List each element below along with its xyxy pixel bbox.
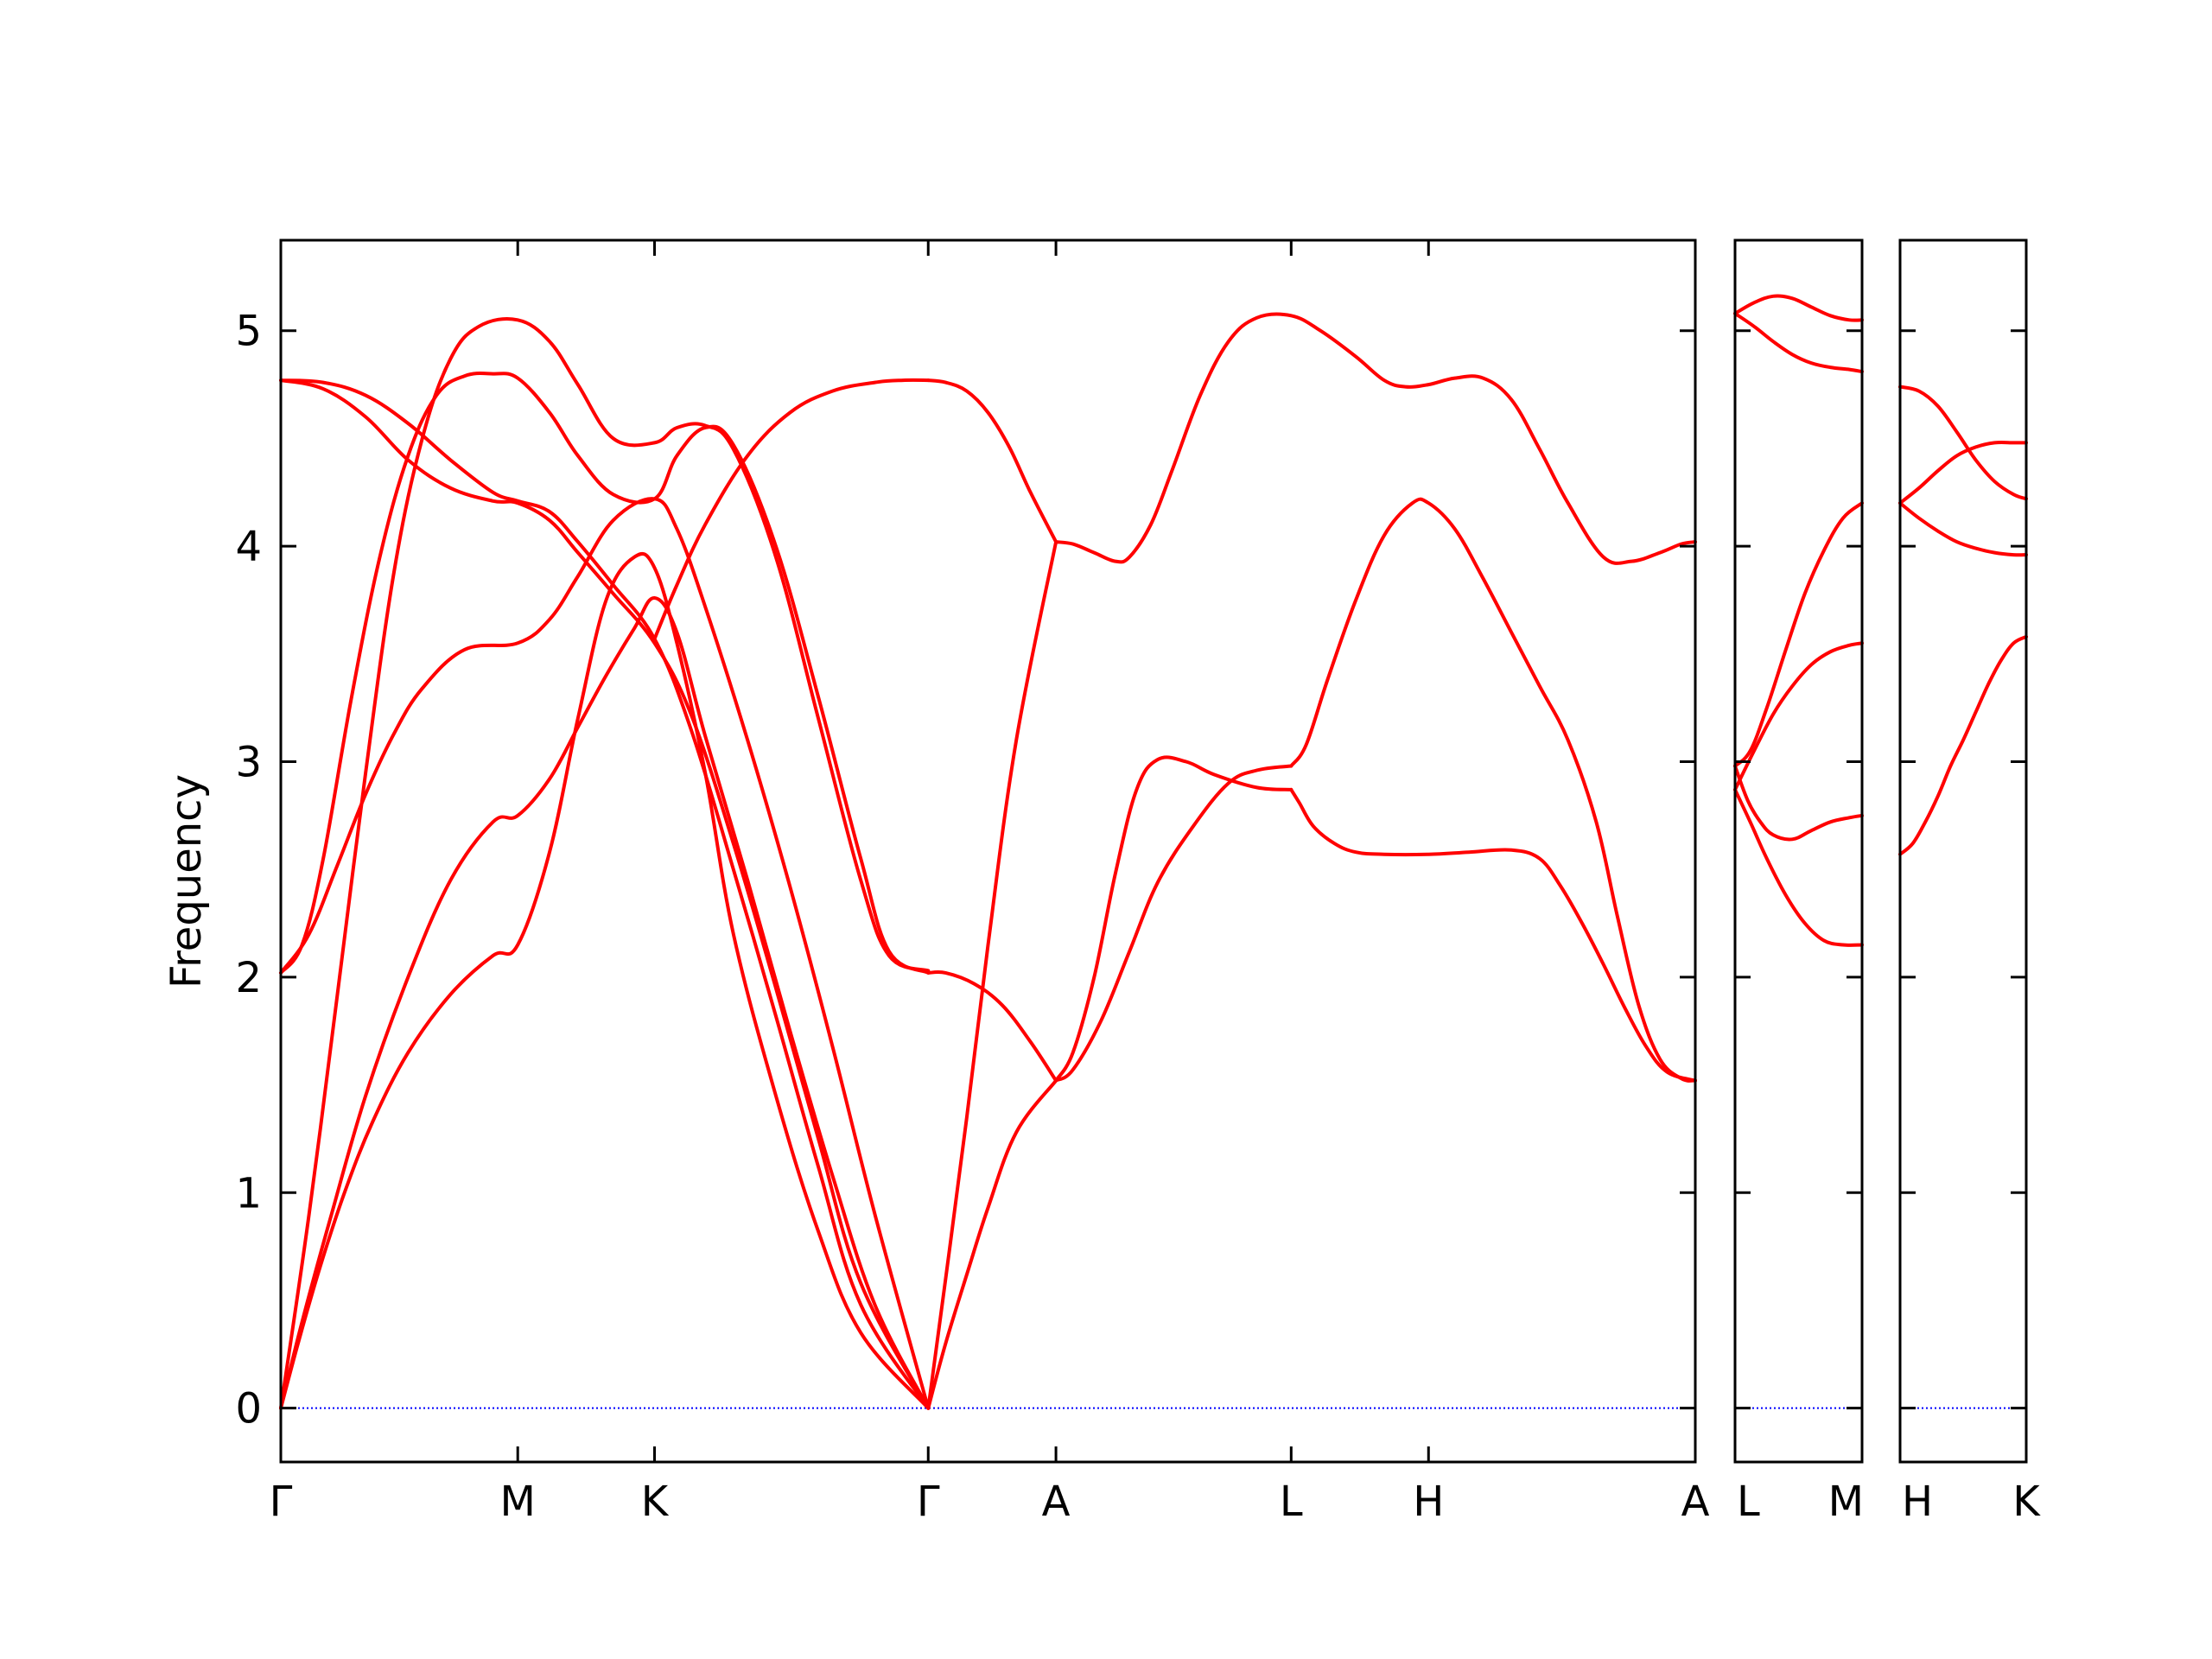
panel-0: 0 1 2 3 4 5 Γ M K Γ A L H A (235, 238, 1710, 1526)
x-tick-label-M: M (499, 1478, 535, 1526)
x-tick-label-Γ: Γ (270, 1478, 293, 1526)
band-0-1 (279, 596, 931, 1410)
y-tick-label: 3 (235, 739, 262, 787)
band-1-1 (1733, 311, 1864, 374)
band-1-5 (1733, 787, 1864, 947)
band-0-9 (926, 540, 1058, 1410)
band-0-7 (652, 378, 931, 641)
x-tick-label-A: A (1681, 1478, 1710, 1526)
x-tick-label-Γ: Γ (917, 1478, 940, 1526)
band-0-2 (279, 497, 931, 1410)
band-2-2 (1898, 501, 2028, 557)
y-tick-label: 1 (235, 1169, 262, 1217)
band-2-3 (1898, 634, 2028, 856)
x-tick-label-L: L (1280, 1478, 1303, 1526)
band-0-4 (279, 316, 931, 1410)
band-0-11 (926, 969, 1058, 1083)
band-0-13 (1054, 764, 1294, 1083)
y-tick-label: 2 (235, 954, 262, 1002)
band-0-15 (1289, 497, 1697, 1083)
band-0-16 (1054, 312, 1697, 565)
band-0-0 (279, 551, 931, 1410)
band-2-0 (1898, 385, 2028, 501)
band-1-0 (1733, 294, 1864, 322)
band-0-10 (926, 1078, 1058, 1410)
band-0-8 (926, 378, 1058, 544)
x-tick-label-K: K (2012, 1478, 2041, 1526)
x-tick-label-M: M (1828, 1478, 1864, 1526)
panel-frame (1733, 238, 1864, 1464)
band-1-3 (1733, 501, 1864, 768)
y-tick-label: 0 (235, 1385, 262, 1433)
x-tick-label-H: H (1413, 1478, 1444, 1526)
band-0-6 (279, 378, 931, 1410)
band-1-2 (1733, 641, 1864, 791)
y-tick-label: 4 (235, 523, 262, 571)
band-0-3 (279, 372, 931, 975)
band-0-12 (1054, 755, 1294, 1083)
band-0-14 (1289, 787, 1697, 1083)
x-tick-label-A: A (1042, 1478, 1071, 1526)
x-tick-label-K: K (641, 1478, 670, 1526)
x-tick-label-L: L (1737, 1478, 1760, 1526)
panel-frame (279, 238, 1697, 1464)
panel-frame (1898, 238, 2028, 1464)
y-axis-label: Frequency (162, 774, 211, 988)
y-tick-label: 5 (235, 308, 262, 356)
band-1-4 (1733, 764, 1864, 842)
band-0-5 (279, 378, 931, 1410)
x-tick-label-H: H (1902, 1478, 1933, 1526)
band-2-1 (1898, 441, 2028, 505)
